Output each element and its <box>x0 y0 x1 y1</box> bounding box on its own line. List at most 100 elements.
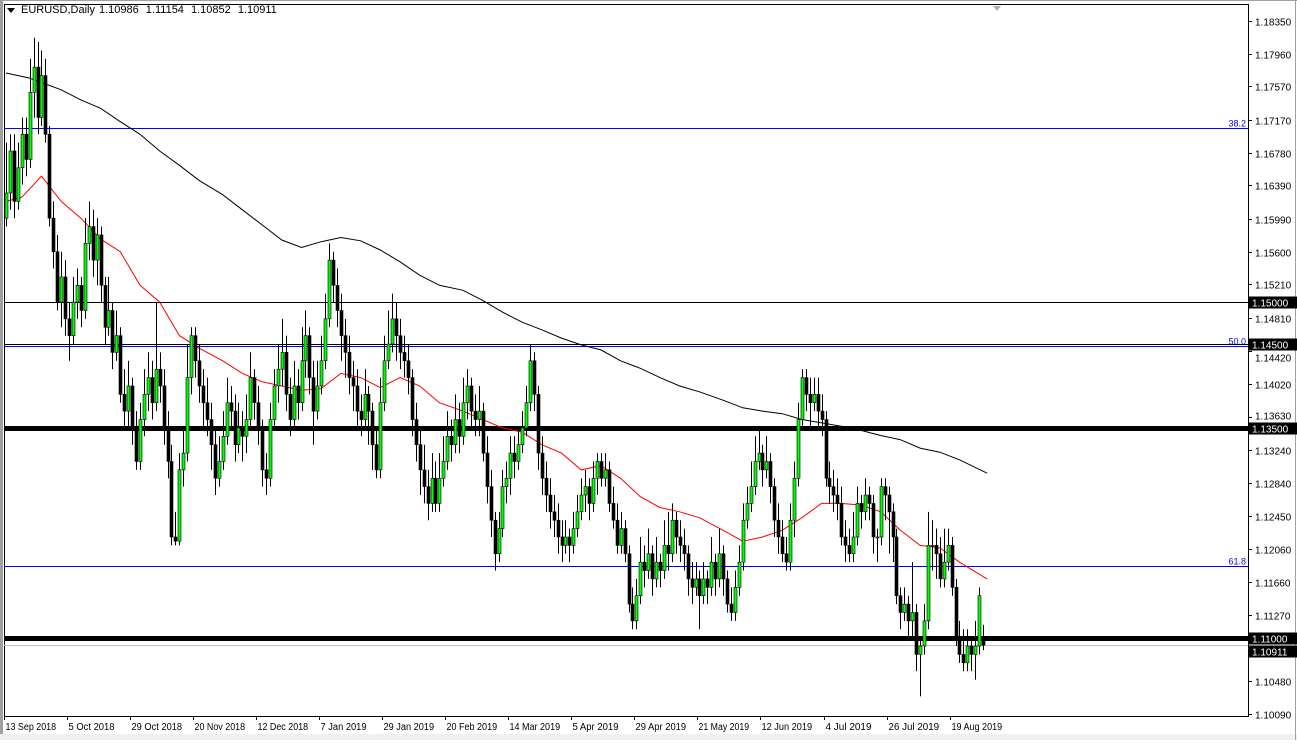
candle-bear[interactable] <box>725 578 730 605</box>
candle-bull[interactable] <box>461 402 466 437</box>
candle-bear[interactable] <box>339 310 344 336</box>
candle-bull[interactable] <box>327 259 332 320</box>
candle-bull[interactable] <box>221 436 226 462</box>
candle-bear[interactable] <box>674 519 679 538</box>
candle-bear[interactable] <box>366 394 371 412</box>
candle-bull[interactable] <box>236 427 241 445</box>
candle-bull[interactable] <box>571 528 576 546</box>
candle-bull[interactable] <box>8 150 13 194</box>
candle-bear[interactable] <box>485 452 490 487</box>
candle-bull[interactable] <box>930 545 935 547</box>
candle-bear[interactable] <box>406 360 411 378</box>
candle-bear[interactable] <box>871 503 876 538</box>
candle-bull[interactable] <box>437 477 442 504</box>
candle-bear[interactable] <box>343 335 348 353</box>
candle-bear[interactable] <box>150 377 155 404</box>
candle-bull[interactable] <box>753 461 758 487</box>
candle-bull[interactable] <box>583 486 588 496</box>
candle-bear[interactable] <box>835 494 840 504</box>
candle-bull[interactable] <box>737 561 742 588</box>
candle-bull[interactable] <box>638 561 643 597</box>
candle-bull[interactable] <box>477 410 482 420</box>
candle-bear[interactable] <box>351 377 356 387</box>
candle-bull[interactable] <box>386 343 391 362</box>
candle-bear[interactable] <box>91 226 96 261</box>
candle-bear[interactable] <box>36 66 41 118</box>
candle-bear[interactable] <box>134 427 139 462</box>
candle-bull[interactable] <box>185 377 190 454</box>
candle-bear[interactable] <box>347 352 352 378</box>
candle-bull[interactable] <box>855 503 860 538</box>
candle-bear[interactable] <box>12 150 17 202</box>
candle-bear[interactable] <box>831 486 836 496</box>
candle-bear[interactable] <box>690 578 695 588</box>
candle-bear[interactable] <box>79 284 84 311</box>
candle-bear[interactable] <box>536 394 541 454</box>
candle-bull[interactable] <box>591 477 596 504</box>
candle-bull[interactable] <box>390 318 395 345</box>
candle-bull[interactable] <box>910 612 915 622</box>
candle-bear[interactable] <box>252 377 257 404</box>
candle-bull[interactable] <box>654 561 659 580</box>
candle-bear[interactable] <box>374 444 379 471</box>
candle-bull[interactable] <box>946 545 951 563</box>
candle-bull[interactable] <box>142 394 147 420</box>
candle-bull[interactable] <box>315 385 320 412</box>
candle-bull[interactable] <box>973 645 978 655</box>
candle-bull[interactable] <box>619 528 624 546</box>
candle-bear[interactable] <box>642 561 647 571</box>
candle-bear[interactable] <box>469 385 474 412</box>
candle-bear[interactable] <box>981 638 986 646</box>
candle-bull[interactable] <box>634 595 639 622</box>
candle-bear[interactable] <box>686 553 691 580</box>
candle-bear[interactable] <box>556 519 561 538</box>
candle-bear[interactable] <box>954 587 959 638</box>
candle-bear[interactable] <box>422 469 427 487</box>
candle-bull[interactable] <box>595 461 600 479</box>
candle-bull[interactable] <box>646 553 651 571</box>
candle-bear[interactable] <box>780 536 785 555</box>
candle-bull[interactable] <box>445 436 450 462</box>
candle-bull[interactable] <box>851 536 856 555</box>
candle-bear[interactable] <box>173 536 178 542</box>
candle-bull[interactable] <box>500 486 505 529</box>
candle-bear[interactable] <box>99 234 104 286</box>
candle-bull[interactable] <box>520 427 525 445</box>
candle-bear[interactable] <box>950 545 955 588</box>
candle-bull[interactable] <box>812 394 817 404</box>
candle-bull[interactable] <box>701 578 706 597</box>
candle-bear[interactable] <box>887 494 892 513</box>
candle-bear[interactable] <box>449 436 454 445</box>
candle-bear[interactable] <box>55 251 60 303</box>
candle-bull[interactable] <box>217 461 222 479</box>
candle-bear[interactable] <box>398 335 403 353</box>
candle-bear[interactable] <box>51 217 56 253</box>
candle-bull[interactable] <box>796 419 801 479</box>
candle-bear[interactable] <box>611 503 616 521</box>
candle-bull[interactable] <box>268 419 273 479</box>
candle-bear[interactable] <box>721 553 726 580</box>
candle-bull[interactable] <box>382 360 387 404</box>
candle-bull[interactable] <box>508 452 513 479</box>
candle-bear[interactable] <box>311 377 316 412</box>
candle-bull[interactable] <box>181 452 186 471</box>
candle-bull[interactable] <box>71 301 76 336</box>
candle-bear[interactable] <box>607 469 612 504</box>
candle-bear[interactable] <box>713 561 718 580</box>
candle-bull[interactable] <box>32 66 37 93</box>
candle-bear[interactable] <box>697 578 702 597</box>
candle-bull[interactable] <box>863 494 868 513</box>
candle-bull[interactable] <box>248 377 253 420</box>
candle-bull[interactable] <box>662 545 667 571</box>
candle-bull[interactable] <box>670 519 675 555</box>
candle-bear[interactable] <box>540 452 545 479</box>
candle-bear[interactable] <box>650 553 655 580</box>
candle-bear[interactable] <box>256 402 261 429</box>
candle-bull[interactable] <box>745 503 750 521</box>
candle-bull[interactable] <box>39 75 44 118</box>
candle-bear[interactable] <box>615 519 620 546</box>
candle-bull[interactable] <box>300 360 305 404</box>
candle-bull[interactable] <box>95 234 100 261</box>
candle-bull[interactable] <box>4 192 9 219</box>
